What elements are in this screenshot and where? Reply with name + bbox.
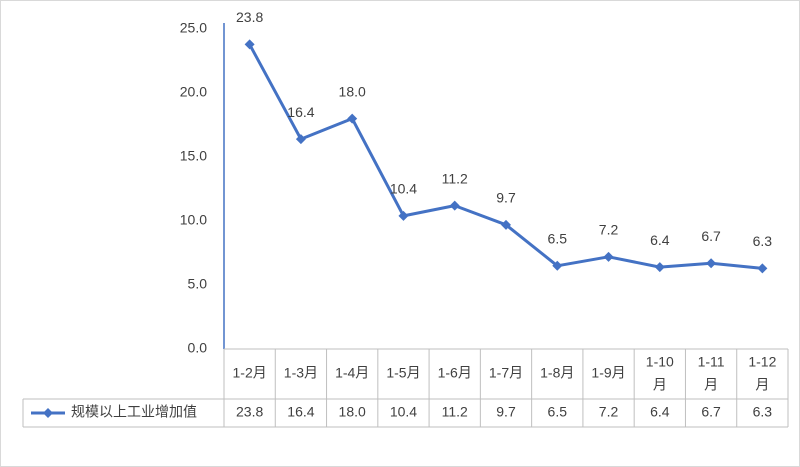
legend-marker [43, 408, 53, 418]
data-point-marker [654, 262, 665, 273]
x-category-label: 1-12 [748, 354, 776, 370]
x-category-label: 1-2月 [233, 365, 267, 381]
data-point-marker [757, 263, 768, 274]
data-label: 6.4 [650, 232, 670, 248]
data-label: 18.0 [339, 83, 366, 99]
data-point-marker [603, 251, 614, 262]
table-value-cell: 6.5 [548, 404, 568, 420]
x-category-label: 1-9月 [591, 365, 625, 381]
y-tick-label: 5.0 [188, 276, 208, 292]
table-value-cell: 23.8 [236, 404, 263, 420]
x-category-label: 1-4月 [335, 365, 369, 381]
data-point-marker [501, 219, 511, 230]
table-value-cell: 9.7 [496, 404, 516, 420]
data-label: 11.2 [442, 170, 468, 186]
x-category-label: 月 [755, 377, 769, 393]
y-tick-label: 15.0 [180, 148, 207, 164]
data-point-marker [552, 260, 563, 271]
y-tick-label: 10.0 [180, 212, 207, 228]
table-value-cell: 11.2 [442, 404, 468, 420]
x-category-label: 月 [653, 377, 667, 393]
data-point-marker [347, 113, 358, 124]
x-category-label: 月 [704, 377, 718, 393]
table-value-cell: 16.4 [287, 404, 314, 420]
table-value-cell: 18.0 [339, 404, 366, 420]
legend-series-label: 规模以上工业增加值 [71, 404, 197, 420]
y-tick-label: 0.0 [188, 340, 208, 356]
table-value-cell: 10.4 [390, 404, 417, 420]
x-category-label: 1-3月 [284, 365, 318, 381]
data-label: 6.3 [753, 233, 773, 249]
x-category-label: 1-5月 [386, 365, 420, 381]
x-category-label: 1-11 [698, 354, 725, 370]
data-point-marker [449, 200, 460, 211]
data-point-marker [244, 39, 255, 50]
data-label: 23.8 [236, 9, 263, 25]
data-label: 6.7 [701, 228, 721, 244]
table-value-cell: 7.2 [599, 404, 619, 420]
data-label: 6.5 [548, 231, 568, 247]
data-label: 16.4 [287, 104, 314, 120]
data-point-marker [706, 258, 717, 269]
series-line [248, 43, 763, 270]
table-value-cell: 6.4 [650, 404, 670, 420]
x-category-label: 1-8月 [540, 365, 574, 381]
table-value-cell: 6.3 [753, 404, 773, 420]
table-value-cell: 6.7 [701, 404, 721, 420]
data-label: 9.7 [496, 190, 516, 206]
y-tick-label: 25.0 [180, 20, 207, 36]
data-point-marker [398, 210, 409, 221]
x-category-label: 1-7月 [489, 365, 523, 381]
data-label: 10.4 [390, 181, 417, 197]
data-label: 7.2 [599, 222, 619, 238]
x-category-label: 1-6月 [438, 365, 472, 381]
x-category-label: 1-10 [646, 354, 674, 370]
y-tick-label: 20.0 [180, 84, 207, 100]
data-point-marker [295, 134, 306, 145]
